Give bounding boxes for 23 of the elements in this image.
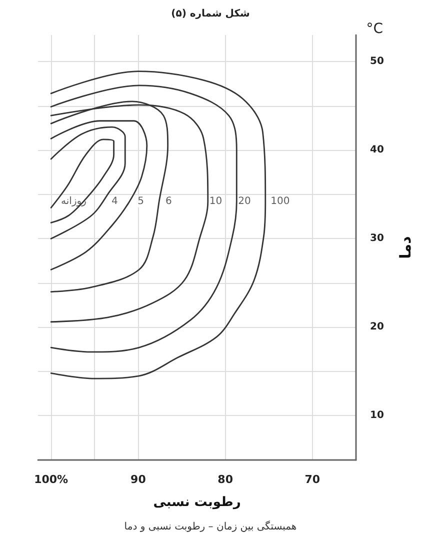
y-tick-label: 20 [370,322,384,333]
y-tick-label: 30 [370,233,384,244]
text: °C [366,21,384,37]
annotation: 6 [165,196,172,207]
annotation: 100 [270,196,290,207]
y-tick-label: 10 [370,410,384,422]
x-tick-label: 100% [34,473,68,486]
annotation: 20 [238,196,251,207]
line-series [50,126,126,240]
annotation: 4 [111,196,118,207]
y-tick-label: 50 [370,56,384,68]
annotation: 10 [209,196,222,207]
line-series [50,70,266,380]
x-tick-label: 70 [304,473,320,486]
y-axis-title: دما [396,236,414,259]
x-tick-label: 80 [218,473,234,486]
x-axis-title: رطوبت نسبی [153,495,241,510]
text: همبستگی بین زمان – رطوبت نسبی و دما [124,520,297,532]
annotation: 5 [138,196,144,207]
line-series [50,120,148,270]
x-tick-label: 90 [130,473,146,486]
y-tick-label: 40 [370,144,384,156]
chart-title: شکل شماره (۵) [171,8,250,20]
